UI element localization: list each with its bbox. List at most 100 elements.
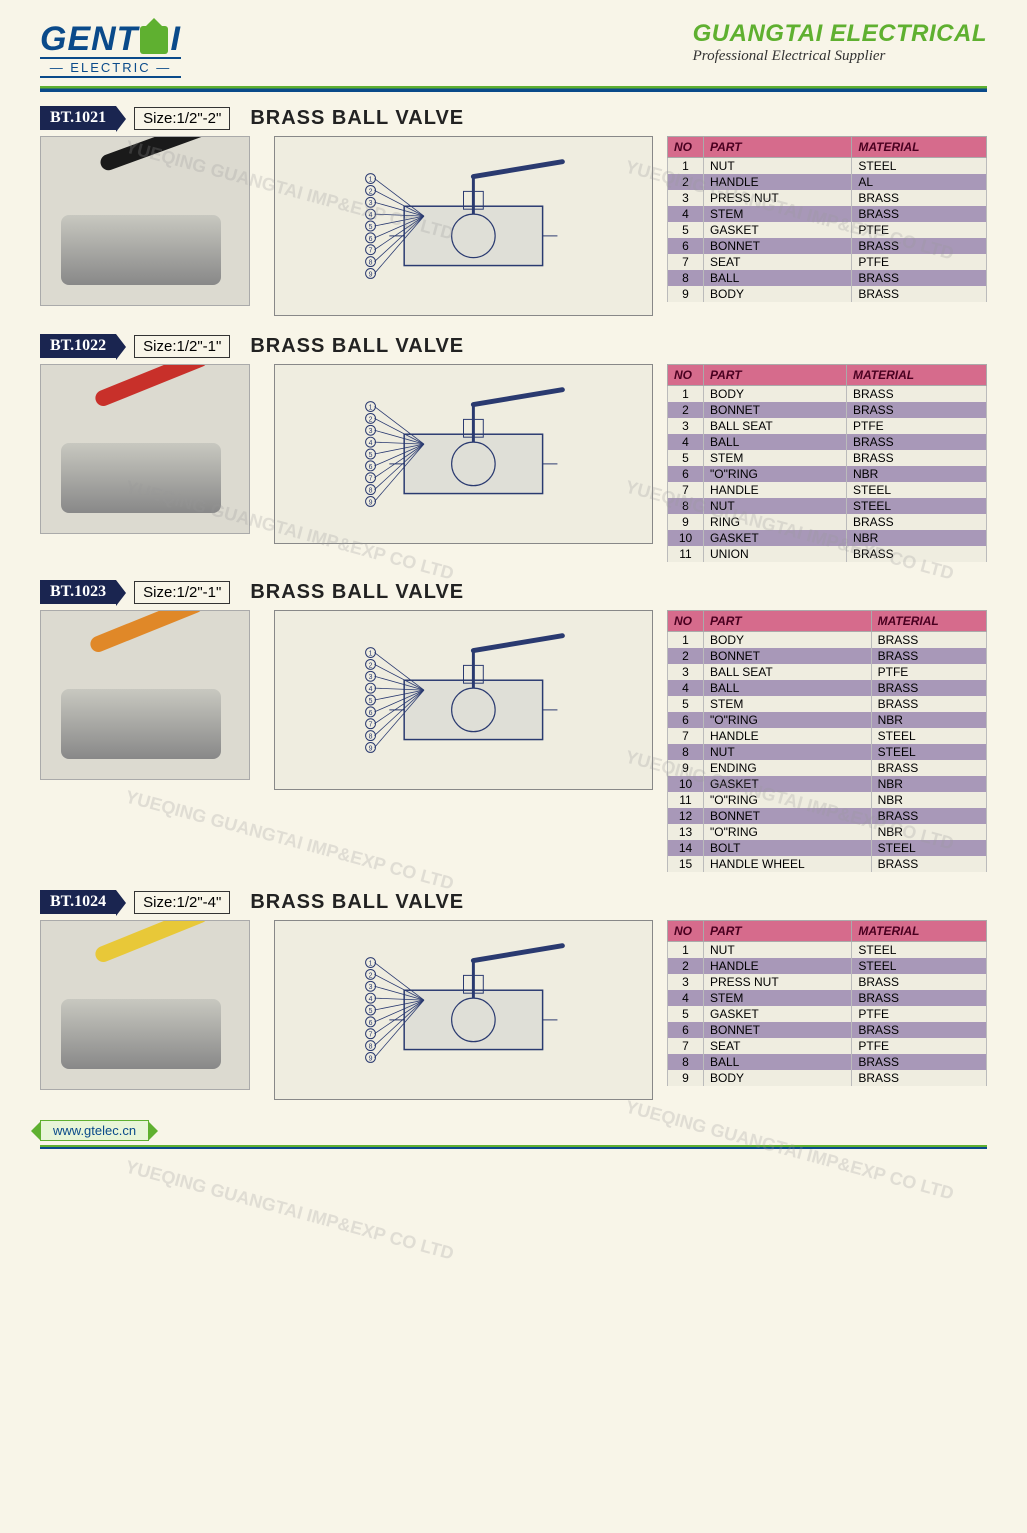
col-material: MATERIAL [871,611,986,632]
table-row: 3 PRESS NUT BRASS [668,974,987,990]
cell-part: BALL [704,680,872,696]
cell-no: 9 [668,286,704,302]
product-section: BT.1023 Size:1/2"-1" BRASS BALL VALVE 1 [40,580,987,872]
svg-text:8: 8 [369,260,373,267]
svg-text:8: 8 [369,488,373,495]
table-row: 8 BALL BRASS [668,270,987,286]
cell-material: STEEL [847,498,987,514]
table-row: 1 BODY BRASS [668,386,987,403]
svg-text:7: 7 [369,722,373,729]
product-body: 1 2 3 4 5 6 [40,610,987,872]
cell-part: NUT [704,498,847,514]
cell-part: HANDLE WHEEL [704,856,872,872]
cell-material: BRASS [852,270,987,286]
product-title: BRASS BALL VALVE [250,891,464,914]
svg-text:4: 4 [369,440,373,447]
cell-material: STEEL [852,958,987,974]
col-material: MATERIAL [852,921,987,942]
cell-part: BALL [704,434,847,450]
cell-no: 6 [668,466,704,482]
cell-no: 6 [668,238,704,254]
cell-no: 7 [668,482,704,498]
svg-text:6: 6 [369,464,373,471]
table-row: 2 HANDLE AL [668,174,987,190]
cell-part: "O"RING [704,792,872,808]
parts-table: NO PART MATERIAL 1 NUT STEEL 2 HANDLE ST… [667,920,987,1086]
table-row: 4 STEM BRASS [668,206,987,222]
page-header: GENT I — ELECTRIC — GUANGTAI ELECTRICAL … [40,20,987,78]
cell-part: PRESS NUT [704,190,852,206]
table-row: 4 BALL BRASS [668,434,987,450]
table-row: 6 "O"RING NBR [668,466,987,482]
cell-part: UNION [704,546,847,562]
table-row: 9 BODY BRASS [668,286,987,302]
svg-text:1: 1 [369,405,373,412]
cell-part: BALL [704,1054,852,1070]
cell-no: 2 [668,174,704,190]
product-title: BRASS BALL VALVE [250,581,464,604]
cell-material: BRASS [871,760,986,776]
valve-handle-shape [88,610,205,654]
cell-no: 7 [668,1038,704,1054]
cell-material: NBR [847,466,987,482]
svg-text:4: 4 [369,686,373,693]
cell-material: NBR [871,824,986,840]
svg-text:1: 1 [369,651,373,658]
table-row: 2 BONNET BRASS [668,402,987,418]
svg-text:5: 5 [369,698,373,705]
house-icon [140,26,168,54]
cell-no: 3 [668,190,704,206]
table-row: 15 HANDLE WHEEL BRASS [668,856,987,872]
cell-no: 5 [668,222,704,238]
cell-material: BRASS [847,434,987,450]
cell-material: BRASS [852,238,987,254]
table-row: 7 HANDLE STEEL [668,482,987,498]
cell-part: HANDLE [704,958,852,974]
cell-no: 10 [668,530,704,546]
brand-logo: GENT I — ELECTRIC — [40,20,181,78]
cell-no: 8 [668,270,704,286]
product-code-badge: BT.1022 [40,334,116,358]
svg-text:2: 2 [369,972,373,979]
cell-part: BALL SEAT [704,664,872,680]
cell-material: STEEL [852,158,987,175]
cell-no: 8 [668,498,704,514]
products-list: BT.1021 Size:1/2"-2" BRASS BALL VALVE 1 [40,106,987,1100]
cell-material: BRASS [852,286,987,302]
table-row: 8 BALL BRASS [668,1054,987,1070]
cell-no: 3 [668,418,704,434]
technical-diagram: 1 2 3 4 5 6 [274,364,653,544]
cell-part: HANDLE [704,482,847,498]
cell-material: BRASS [847,386,987,403]
table-row: 1 BODY BRASS [668,632,987,649]
cell-no: 9 [668,514,704,530]
cell-no: 5 [668,450,704,466]
product-code-badge: BT.1023 [40,580,116,604]
table-row: 10 GASKET NBR [668,530,987,546]
technical-diagram: 1 2 3 4 5 6 [274,136,653,316]
cell-part: NUT [704,744,872,760]
cell-no: 1 [668,632,704,649]
valve-handle-shape [93,364,210,408]
parts-table: NO PART MATERIAL 1 BODY BRASS 2 BONNET B… [667,610,987,872]
cell-part: BALL [704,270,852,286]
svg-text:9: 9 [369,745,373,752]
cell-material: STEEL [852,942,987,959]
cell-no: 4 [668,990,704,1006]
cell-material: BRASS [871,696,986,712]
table-row: 6 BONNET BRASS [668,1022,987,1038]
cell-material: BRASS [847,450,987,466]
product-photo [40,920,250,1090]
cell-material: BRASS [871,808,986,824]
table-row: 6 BONNET BRASS [668,238,987,254]
cell-part: NUT [704,158,852,175]
cell-part: RING [704,514,847,530]
cell-material: PTFE [847,418,987,434]
cell-part: "O"RING [704,712,872,728]
logo-text: GENT I [40,20,181,59]
cell-material: NBR [871,776,986,792]
cell-material: BRASS [852,1070,987,1086]
svg-text:7: 7 [369,248,373,255]
cell-material: BRASS [847,514,987,530]
cell-material: BRASS [852,1022,987,1038]
